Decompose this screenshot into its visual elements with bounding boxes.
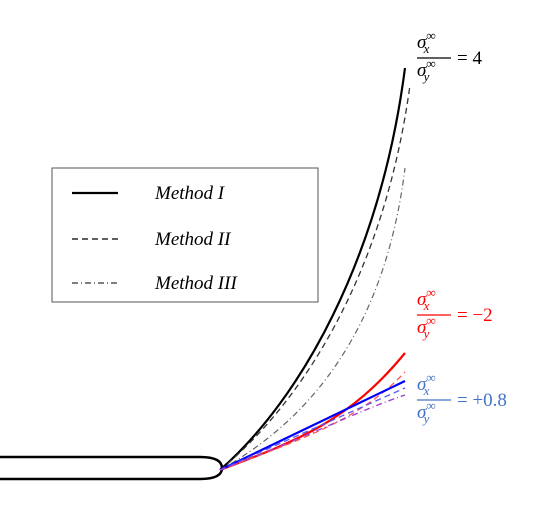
curve-method-3 (219, 394, 406, 471)
symbol: σ (417, 60, 427, 81)
fraction-part: σ∞ x (417, 285, 436, 313)
subscript: y (422, 69, 430, 84)
ratio-label: σ∞ xσ∞ y= 4 (417, 28, 482, 84)
legend-box (51, 167, 319, 303)
ratio-value: = +0.8 (457, 390, 507, 411)
curve-method-1 (219, 67, 407, 471)
curve-method-1 (219, 352, 406, 472)
superscript: ∞ (426, 370, 435, 385)
curve-method-1 (219, 380, 406, 471)
symbol: σ (417, 374, 427, 395)
ratio-label: σ∞ xσ∞ y= +0.8 (417, 370, 507, 426)
ratio-label: σ∞ xσ∞ y= −2 (417, 285, 493, 341)
subscript: x (423, 41, 430, 56)
symbol: σ (417, 317, 427, 338)
fraction-part: σ∞ x (417, 28, 436, 56)
fraction-part: σ∞ x (417, 370, 436, 398)
curve-method-2 (219, 371, 406, 471)
symbol: σ (417, 32, 427, 53)
fraction-part: σ∞ y (417, 313, 436, 341)
fraction-part: σ∞ y (417, 56, 436, 84)
crack (0, 455, 224, 481)
superscript: ∞ (426, 56, 435, 71)
curve-method-2 (219, 387, 406, 471)
annotations: σ∞ xσ∞ y= 4σ∞ xσ∞ y= −2σ∞ xσ∞ y= +0.8 (417, 28, 507, 426)
legend-label: Method II (154, 229, 232, 250)
superscript: ∞ (426, 285, 435, 300)
subscript: x (423, 383, 430, 398)
subscript: x (423, 298, 430, 313)
curve-method-3 (219, 167, 406, 471)
legend-label: Method I (154, 183, 226, 204)
superscript: ∞ (426, 398, 435, 413)
ratio-value: = −2 (457, 305, 493, 326)
subscript: y (422, 411, 430, 426)
subscript: y (422, 326, 430, 341)
symbol: σ (417, 289, 427, 310)
curve-method-2 (219, 84, 411, 471)
superscript: ∞ (426, 313, 435, 328)
ratio-value: = 4 (457, 48, 482, 69)
symbol: σ (417, 402, 427, 423)
superscript: ∞ (426, 28, 435, 43)
fraction-part: σ∞ y (417, 398, 436, 426)
legend-label: Method III (154, 273, 238, 294)
